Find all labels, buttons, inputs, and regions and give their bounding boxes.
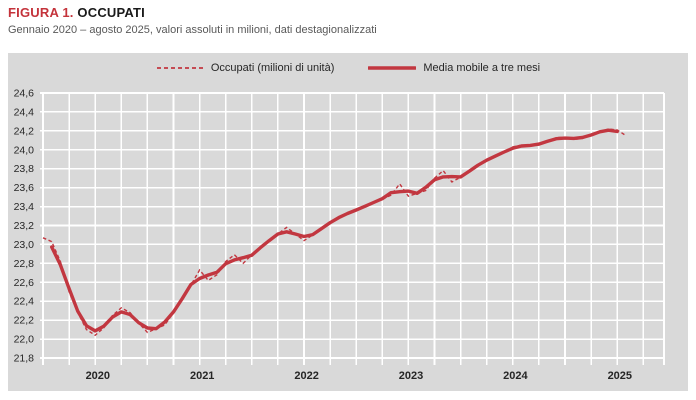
chart-legend: Occupati (milioni di unità) Media mobile… [8, 62, 688, 74]
y-tick-label: 22,6 [14, 277, 35, 289]
y-tick-label: 22,2 [14, 315, 35, 327]
x-tick-label: 2023 [399, 370, 423, 382]
solid-line-icon [368, 66, 417, 70]
y-tick-label: 24,0 [14, 144, 35, 156]
figure-number: FIGURA 1. [8, 5, 74, 20]
figure-title: OCCUPATI [77, 5, 145, 20]
legend-item-media-mobile: Media mobile a tre mesi [368, 62, 540, 74]
x-tick-label: 2020 [86, 370, 110, 382]
y-tick-label: 23,6 [14, 182, 35, 194]
x-tick-label: 2024 [503, 370, 528, 382]
y-tick-label: 22,8 [14, 258, 35, 270]
employment-line-chart: 24,6 24,4 24,2 24,0 23,8 23,6 23,4 23,2 23,0 22,8… [14, 88, 665, 382]
legend-label-media-mobile: Media mobile a tre mesi [423, 62, 541, 74]
y-tick-label: 23,4 [14, 201, 35, 213]
figure-title-line: FIGURA 1. OCCUPATI [8, 5, 688, 21]
y-tick-label: 23,0 [14, 239, 35, 251]
legend-label-occupati: Occupati (milioni di unità) [210, 62, 335, 74]
y-tick-label: 24,6 [14, 88, 35, 100]
y-tick-label: 23,8 [14, 163, 35, 175]
x-tick-label: 2025 [608, 370, 632, 382]
y-tick-label: 22,0 [14, 334, 35, 346]
x-tick-label: 2022 [294, 370, 318, 382]
figure-header: FIGURA 1. OCCUPATI Gennaio 2020 – agosto… [8, 5, 688, 38]
y-tick-label: 24,4 [14, 106, 35, 118]
legend-item-occupati: Occupati (milioni di unità) [156, 62, 335, 74]
y-tick-label: 23,2 [14, 220, 35, 232]
y-tick-label: 24,2 [14, 125, 35, 137]
y-tick-label: 21,8 [14, 353, 35, 365]
chart-panel: 24,6 24,4 24,2 24,0 23,8 23,6 23,4 23,2 23,0 22,8… [8, 53, 688, 391]
dashed-line-icon [156, 67, 203, 69]
x-tick-label: 2021 [190, 370, 214, 382]
media-mobile-solid-line [50, 128, 619, 333]
figure-subtitle: Gennaio 2020 – agosto 2025, valori assol… [8, 24, 377, 36]
y-tick-label: 22,4 [14, 296, 35, 308]
